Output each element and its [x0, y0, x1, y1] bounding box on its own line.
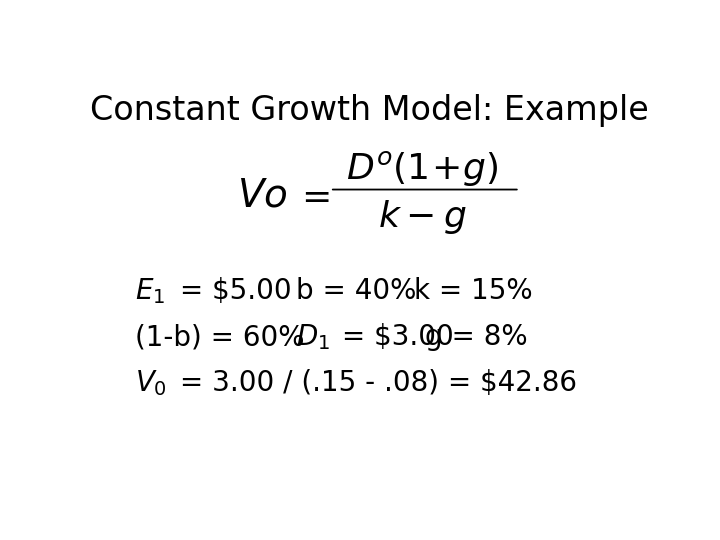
- Text: $\mathit{k}-\mathit{g}$: $\mathit{k}-\mathit{g}$: [377, 198, 467, 235]
- Text: = \$5.00: = \$5.00: [171, 278, 292, 306]
- Text: $D_1$: $D_1$: [297, 322, 330, 352]
- Text: k = 15%: k = 15%: [413, 278, 532, 306]
- Text: $V_0$: $V_0$: [135, 368, 166, 398]
- Text: = \$3.00: = \$3.00: [333, 323, 454, 351]
- Text: (1-b) = 60%: (1-b) = 60%: [135, 323, 304, 351]
- Text: = 3.00 / (.15 - .08) = \$42.86: = 3.00 / (.15 - .08) = \$42.86: [171, 369, 577, 397]
- Text: g = 8%: g = 8%: [425, 323, 528, 351]
- Text: $\mathit{D}^{o}\mathit{(1\!+\!g)}$: $\mathit{D}^{o}\mathit{(1\!+\!g)}$: [346, 149, 498, 188]
- Text: $=$: $=$: [294, 179, 329, 213]
- Text: $\mathit{Vo}$: $\mathit{Vo}$: [238, 177, 288, 215]
- Text: Constant Growth Model: Example: Constant Growth Model: Example: [89, 94, 649, 127]
- Text: $E_1$: $E_1$: [135, 276, 165, 306]
- Text: b = 40%: b = 40%: [297, 278, 417, 306]
